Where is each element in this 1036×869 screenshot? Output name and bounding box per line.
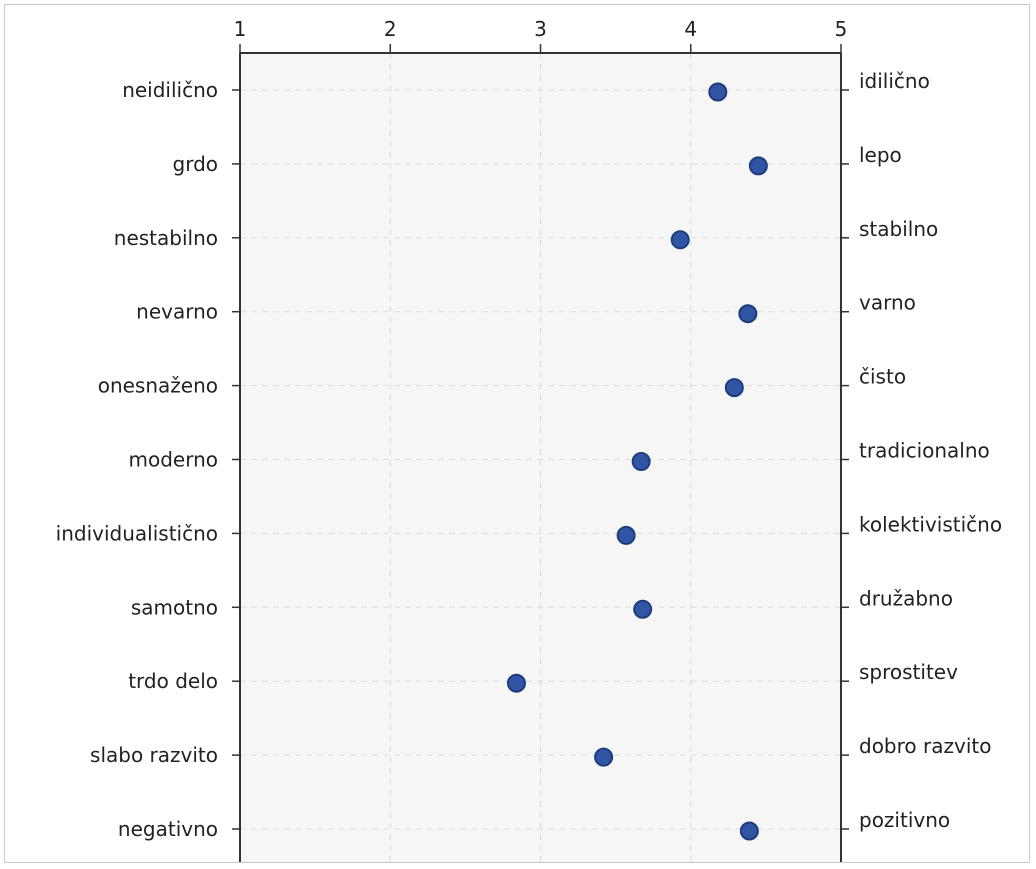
data-point <box>724 378 744 398</box>
data-points <box>506 82 768 841</box>
left-label: neidilično <box>122 78 218 102</box>
right-label: lepo <box>859 143 902 167</box>
data-point <box>748 156 768 176</box>
data-point <box>631 452 651 471</box>
left-label: trdo delo <box>128 669 218 693</box>
right-label: stabilno <box>859 217 938 241</box>
left-label: slabo razvito <box>90 743 218 767</box>
data-point <box>616 525 636 545</box>
right-label: idilično <box>859 69 930 93</box>
data-point <box>633 599 653 619</box>
data-point <box>738 304 758 324</box>
right-label: dobro razvito <box>859 734 991 758</box>
row-labels: neidilično idilično grdo lepo nestabilno stab… <box>56 69 1002 841</box>
left-label: individualistično <box>56 521 218 545</box>
x-tick-label: 1 <box>234 17 247 41</box>
left-label: onesnaženo <box>98 374 218 398</box>
right-label: čisto <box>859 365 906 389</box>
x-tick-label: 2 <box>384 17 397 41</box>
x-tick-label: 5 <box>835 17 848 41</box>
x-tick-label: 3 <box>534 17 547 41</box>
data-point <box>739 821 759 841</box>
left-label: negativno <box>118 817 218 841</box>
left-label: nevarno <box>136 300 218 324</box>
right-label: varno <box>859 291 916 315</box>
right-label: pozitivno <box>859 808 950 832</box>
data-point <box>670 230 690 250</box>
right-label: tradicionalno <box>859 439 990 463</box>
right-label: sprostitev <box>859 660 958 684</box>
gridlines <box>240 53 841 862</box>
left-label: grdo <box>173 152 219 176</box>
data-point <box>708 82 728 102</box>
data-point <box>594 747 614 767</box>
left-label: samotno <box>131 595 218 619</box>
left-label: nestabilno <box>114 226 218 250</box>
data-point <box>506 673 526 693</box>
right-label: kolektivistično <box>859 512 1002 536</box>
x-axis-ticks: 1 2 3 4 5 <box>234 17 848 53</box>
left-label: moderno <box>128 448 218 472</box>
right-label: družabno <box>859 586 953 610</box>
x-tick-label: 4 <box>684 17 697 41</box>
